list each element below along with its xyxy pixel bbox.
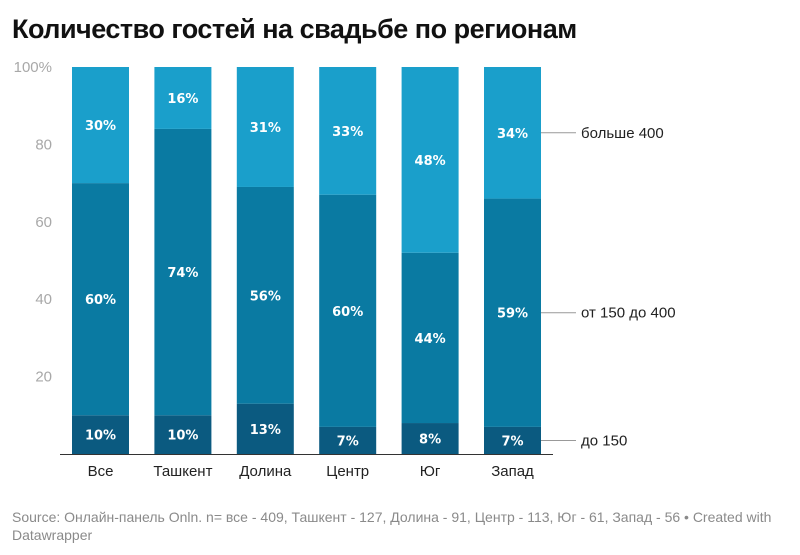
x-category-label: Все <box>88 463 114 480</box>
data-label: 56% <box>250 289 281 304</box>
data-label: 30% <box>85 119 116 134</box>
legend: до 150 от 150 до 400 больше 400 <box>541 125 676 449</box>
bar-segment <box>401 252 459 424</box>
bar-segment <box>319 67 377 195</box>
y-tick-label: 40 <box>35 291 52 308</box>
x-category-label: Центр <box>326 463 369 480</box>
bar-segment <box>72 415 129 454</box>
x-category-label: Долина <box>239 463 292 480</box>
data-label: 8% <box>419 433 441 448</box>
legend-label: от 150 до 400 <box>581 305 676 322</box>
data-label: 60% <box>332 305 363 320</box>
bar-segment <box>236 403 294 454</box>
y-tick-label: 100% <box>14 59 52 76</box>
y-tick-label: 60 <box>35 214 52 231</box>
data-label: 33% <box>332 125 363 140</box>
data-label: 59% <box>497 307 528 322</box>
y-axis-ticks: 20 40 60 80 100% <box>14 59 52 386</box>
bar-segment <box>236 67 294 187</box>
data-label: 60% <box>85 293 116 308</box>
bar-segment <box>236 186 294 404</box>
x-category-label: Юг <box>420 463 441 480</box>
stacked-bar-chart: 20 40 60 80 100% 10% 60% 30% 10% 74% 16% 13% 56% 31%… <box>14 59 676 480</box>
bar-segment <box>319 194 377 427</box>
bar-segment <box>154 128 212 416</box>
bar-segment <box>154 415 212 454</box>
chart-title: Количество гостей на свадьбе по регионам <box>12 14 577 44</box>
bar-segment <box>401 67 459 253</box>
y-tick-label: 80 <box>35 136 52 153</box>
data-label: 7% <box>501 434 523 449</box>
data-label: 7% <box>337 434 359 449</box>
bar-segment <box>72 183 129 416</box>
category-labels: Все Ташкент Долина Центр Юг Запад <box>88 463 534 480</box>
x-category-label: Запад <box>491 463 534 480</box>
data-label: 13% <box>250 423 281 438</box>
bar-segment <box>484 426 541 454</box>
bar-segment <box>319 426 377 454</box>
legend-label: больше 400 <box>581 125 664 142</box>
data-label: 10% <box>167 429 198 444</box>
bars <box>72 67 541 454</box>
bar-segment <box>484 67 541 199</box>
data-label: 44% <box>415 332 446 347</box>
x-category-label: Ташкент <box>153 463 212 480</box>
data-label: 31% <box>250 121 281 136</box>
data-label: 74% <box>167 266 198 281</box>
bar-segment <box>72 67 129 184</box>
source-footer: Source: Онлайн-панель Onln. n= все - 409… <box>12 509 772 543</box>
data-label: 48% <box>415 154 446 169</box>
legend-label: до 150 <box>581 432 627 449</box>
value-labels: 10% 60% 30% 10% 74% 16% 13% 56% 31% 7% 60% 33% 8% 44%… <box>85 92 528 449</box>
data-label: 34% <box>497 127 528 142</box>
bar-segment <box>484 198 541 427</box>
bar-segment <box>154 67 212 129</box>
data-label: 16% <box>167 92 198 107</box>
bar-segment <box>401 423 459 454</box>
y-tick-label: 20 <box>35 369 52 386</box>
data-label: 10% <box>85 429 116 444</box>
